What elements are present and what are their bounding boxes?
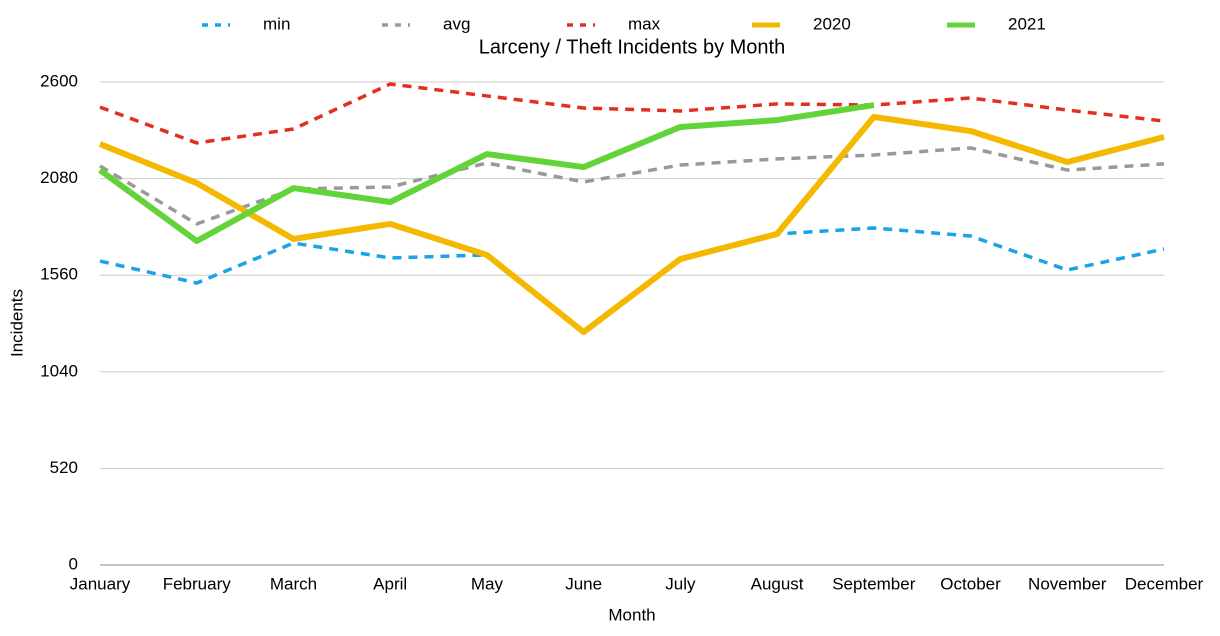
y-tick-label: 1560 [40,265,78,284]
x-tick-label: August [751,574,804,593]
y-axis-label: Incidents [7,289,26,357]
series-line [98,102,875,245]
y-tick-label: 2080 [40,168,78,187]
legend-label: max [628,14,661,33]
chart-title: Larceny / Theft Incidents by Month [479,36,785,58]
legend-label: 2021 [1008,14,1046,33]
x-tick-label: September [832,574,915,593]
x-tick-label: May [471,574,504,593]
x-tick-label: October [940,574,1001,593]
x-tick-label: April [373,574,407,593]
legend-label: min [263,14,290,33]
x-tick-label: July [665,574,696,593]
x-tick-label: March [270,574,317,593]
y-tick-label: 0 [69,554,78,573]
x-axis-label: Month [608,605,655,624]
series-line [99,82,1165,145]
x-tick-label: June [565,574,602,593]
y-tick-label: 520 [50,458,78,477]
x-tick-label: December [1125,574,1204,593]
x-tick-label: November [1028,574,1107,593]
series-line [99,146,1165,226]
y-tick-label: 2600 [40,71,78,90]
series-line [98,113,1165,336]
x-tick-label: January [70,574,131,593]
x-tick-label: February [163,574,232,593]
legend-label: avg [443,14,470,33]
legend-label: 2020 [813,14,851,33]
series-line [99,226,1165,333]
y-tick-label: 1040 [40,361,78,380]
